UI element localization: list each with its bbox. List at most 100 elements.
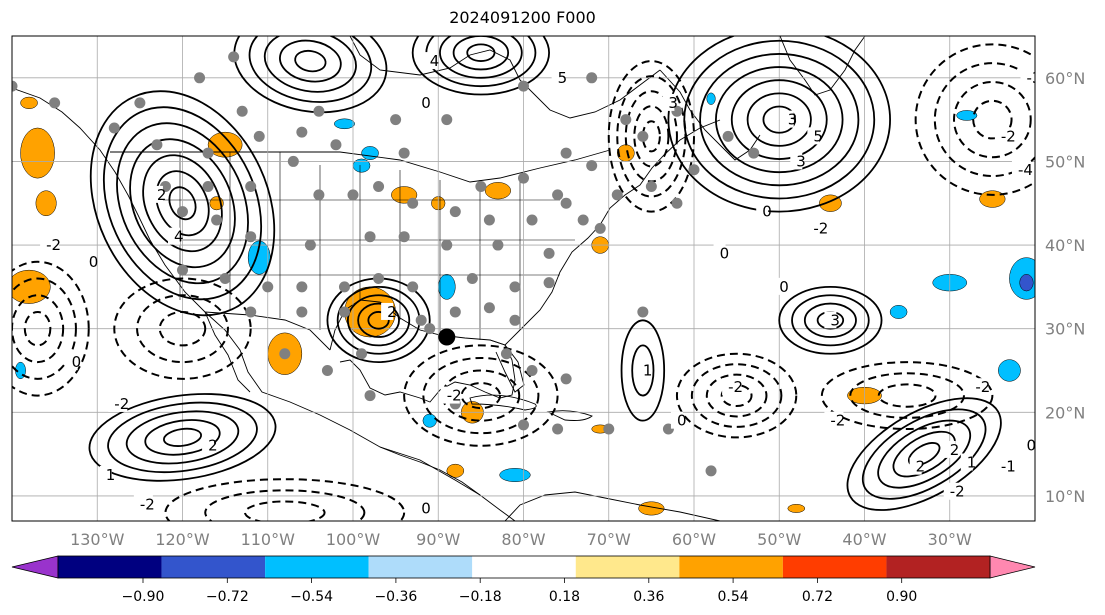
latitude-tick-label: 10°N	[1045, 487, 1085, 506]
positive-contour	[861, 408, 987, 500]
contour-label-bg	[807, 219, 827, 237]
colorbar-tick-label: −0.18	[459, 589, 502, 605]
positive-contour	[102, 106, 263, 301]
positive-contour	[746, 92, 812, 147]
positive-contour	[357, 302, 400, 338]
positive-contour	[116, 122, 249, 285]
contour-label: -2	[447, 387, 462, 405]
negative-contour	[12, 294, 65, 364]
station-dot	[338, 306, 350, 318]
contour-label-bg	[909, 457, 922, 475]
station-dot	[552, 423, 564, 435]
longitude-tick-label: 100°W	[326, 530, 381, 549]
contour-label-bg	[415, 93, 428, 111]
shaded-patch	[638, 501, 665, 516]
shaded-patch	[446, 463, 465, 478]
station-dot	[202, 147, 214, 159]
colorbar-tick-label: 0.90	[886, 589, 917, 605]
baja-california-coastline	[204, 311, 251, 393]
shaded-patch	[20, 96, 38, 110]
station-dot	[262, 281, 274, 293]
us-canada-border	[110, 149, 611, 183]
colorbar-tick-label: −0.54	[290, 589, 333, 605]
colorbar-segment	[161, 556, 266, 578]
station-dot	[475, 181, 487, 193]
positive-contour	[791, 294, 870, 347]
positive-contour	[439, 36, 523, 79]
contour-label-bg	[722, 378, 742, 396]
station-dot	[177, 206, 188, 218]
contour-layer	[12, 36, 1035, 521]
station-dot	[552, 189, 564, 201]
station-dot	[245, 231, 257, 243]
station-dot	[321, 364, 333, 376]
longitude-tick-label: 120°W	[155, 530, 210, 549]
station-dot	[228, 51, 240, 63]
contour-label-bg	[756, 202, 769, 220]
contour-label: 3	[668, 94, 678, 112]
station-dot	[611, 189, 623, 201]
station-dot	[449, 306, 461, 318]
colorbar-segment	[265, 556, 369, 578]
station-dot	[603, 423, 615, 435]
contour-label: 3	[830, 311, 840, 329]
latitude-tick-label: 50°N	[1045, 152, 1085, 171]
contour-label-bg	[167, 227, 180, 245]
map-frame	[11, 35, 1036, 522]
station-dot	[49, 97, 61, 109]
station-dot	[398, 231, 410, 243]
contour-label: -2	[728, 378, 743, 396]
positive-contour	[88, 393, 277, 482]
contour-label: 2	[157, 186, 167, 204]
station-dot	[356, 348, 368, 360]
station-dot	[560, 147, 572, 159]
contour-label-bg	[773, 277, 786, 295]
positive-contour	[683, 39, 876, 200]
contour-label-bg	[202, 436, 215, 454]
station-dot	[279, 348, 291, 360]
station-dot	[245, 306, 257, 318]
negative-contour	[690, 363, 783, 428]
contour-label-bg	[150, 185, 163, 203]
negative-contour	[460, 382, 502, 410]
shaded-patch	[787, 504, 806, 513]
contour-label-bg	[969, 378, 989, 396]
negative-contour	[607, 60, 695, 213]
latitude-tick-label: 30°N	[1045, 320, 1085, 339]
station-dot	[586, 160, 598, 172]
central-america-coastline	[379, 446, 481, 496]
positive-contour	[248, 36, 373, 103]
positive-contour	[762, 105, 796, 134]
contour-label: -2	[140, 495, 155, 513]
colorbar-segment	[886, 556, 990, 578]
station-dot	[151, 139, 163, 151]
station-dot	[202, 181, 214, 193]
station-dot	[390, 114, 402, 126]
station-dot	[108, 122, 120, 134]
positive-contour	[142, 154, 223, 253]
station-dot	[398, 147, 410, 159]
contour-label: 4	[174, 228, 184, 246]
shaded-patch	[998, 359, 1021, 382]
contour-label-bg	[40, 236, 60, 254]
positive-contour	[168, 186, 197, 221]
positive-contour	[411, 36, 550, 96]
contour-label: 3	[788, 111, 798, 129]
station-dot	[245, 181, 257, 193]
station-dot	[441, 114, 453, 126]
negative-contour	[849, 372, 965, 419]
negative-contour	[441, 369, 521, 422]
shaded-patch	[956, 110, 978, 121]
station-dot	[688, 164, 700, 176]
negative-contour	[641, 120, 661, 153]
positive-contour	[89, 90, 276, 317]
cuba-coastline	[469, 394, 537, 411]
hudson-bay-coastline	[349, 36, 661, 119]
contour-label-bg	[415, 499, 428, 517]
station-dot	[543, 277, 555, 289]
contour-label: 2	[950, 441, 960, 459]
colorbar-under-arrow	[11, 555, 59, 579]
contour-label-bg	[943, 440, 956, 458]
station-dot	[287, 155, 299, 167]
